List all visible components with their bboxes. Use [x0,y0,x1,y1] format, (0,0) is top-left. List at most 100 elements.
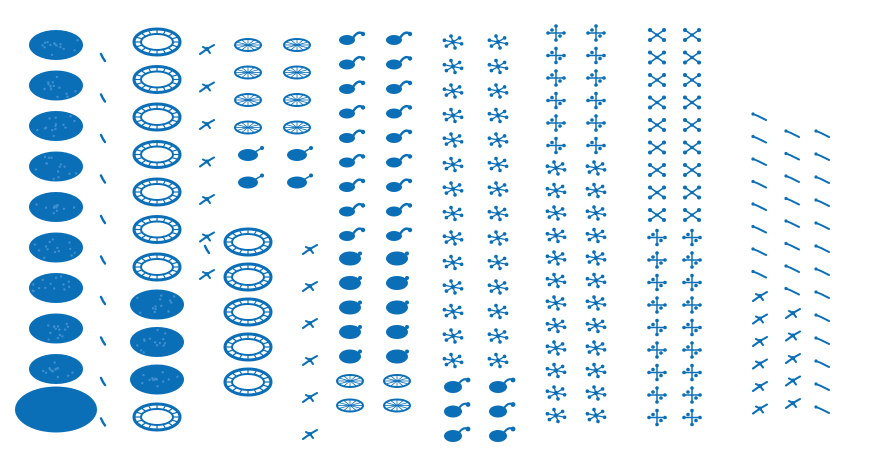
graph-thumbnail-star [442,156,464,173]
graph-thumbnail-star [545,272,567,289]
graph-thumbnail-dash [814,313,830,322]
graph-thumbnail-swirl [339,178,366,192]
graph-thumbnail-dash [751,157,767,166]
graph-thumbnail-bow [648,185,666,200]
graph-thumbnail-cross [682,341,702,359]
graph-thumbnail-swirl [339,31,366,45]
graph-thumbnail-swirl [339,153,366,168]
graph-thumbnail-cross [586,24,606,42]
graph-thumbnail-dash [751,179,767,189]
graph-thumbnail-cross [647,251,667,269]
graph-thumbnail-cross [647,273,667,292]
graph-thumbnail-star [487,132,509,148]
graph-thumbnail-star [545,205,567,221]
graph-thumbnail-bow [683,73,701,87]
graph-thumbnail-dash [784,241,800,251]
graph-thumbnail-ring [132,252,182,282]
graph-thumbnail-star [545,317,567,334]
graph-thumbnail-cross [586,136,606,155]
graph-thumbnail-ring-small [234,93,262,107]
graph-thumbnail-fly [785,330,801,342]
graph-thumbnail-star [585,295,607,311]
graph-thumbnail-blob [29,70,83,101]
graph-thumbnail-bow [683,50,701,65]
graph-thumbnail-dot-tail [287,146,313,161]
graph-thumbnail-fly [785,375,801,387]
graph-thumbnail-cross [647,228,667,247]
graph-thumbnail-dash [814,244,830,253]
graph-thumbnail-star [545,182,567,199]
graph-thumbnail-blob-tail [489,377,516,393]
graph-thumbnail-cross [546,114,566,132]
graph-thumbnail-blob [130,364,184,395]
graph-thumbnail-dash [814,175,830,184]
graph-thumbnail-star [487,205,509,222]
graph-thumbnail-star [442,352,464,369]
graph-thumbnail-blob-small [339,300,362,315]
graph-thumbnail-star [585,385,607,401]
graph-thumbnail-ring [223,262,273,292]
graph-thumbnail-dash [784,174,800,183]
graph-thumbnail-tick [99,174,107,184]
graph-thumbnail-cross [546,69,566,87]
graph-thumbnail-cross [647,408,667,427]
graph-thumbnail-star [487,328,509,344]
graph-thumbnail-ring [132,65,182,94]
graph-thumbnail-star [545,340,567,356]
graph-thumbnail-star [585,205,607,221]
graph-thumbnail-swirl [339,202,366,217]
graph-thumbnail-star [442,132,464,148]
graph-thumbnail-dash [814,267,830,276]
graph-thumbnail-swirl [339,104,366,119]
graph-thumbnail-tick [99,417,107,427]
graph-thumbnail-fly [199,81,215,93]
graph-thumbnail-star [442,83,464,99]
graph-thumbnail-cross [586,114,606,132]
graph-thumbnail-tick [99,93,107,103]
graph-thumbnail-cross [647,318,667,337]
graph-thumbnail-blob-tail [489,426,516,442]
graph-thumbnail-ring-small [336,398,364,413]
graph-thumbnail-fly [302,392,318,403]
graph-thumbnail-bow [683,95,701,110]
graph-thumbnail-star [545,295,567,311]
graph-thumbnail-dash [814,290,830,299]
graph-thumbnail-tick [99,214,107,225]
graph-thumbnail-dash [751,224,767,234]
graph-thumbnail-star [545,250,567,266]
graph-thumbnail-ring-small [383,398,411,413]
graph-thumbnail-fly [199,119,215,130]
graph-thumbnail-ring [132,177,182,207]
graph-thumbnail-blob-small [339,251,362,266]
graph-thumbnail-tick [99,376,107,387]
graph-thumbnail-star [545,362,567,379]
graph-thumbnail-swirl [339,227,366,241]
graph-thumbnail-dash [751,112,767,121]
graph-thumbnail-star [442,107,464,124]
graph-thumbnail-fly [785,308,801,319]
graph-thumbnail-fly [785,398,801,409]
graph-thumbnail-dash [751,134,767,144]
graph-thumbnail-dash [814,198,830,207]
graph-thumbnail-blob [29,192,83,222]
graph-thumbnail-star [442,230,464,246]
graph-thumbnail-bow [683,140,701,155]
graph-thumbnail-cross [586,91,606,110]
graph-thumbnail-swirl [339,129,366,143]
graph-thumbnail-star [545,385,567,401]
graph-thumbnail-cross [546,136,566,155]
graph-thumbnail-bow [648,118,666,132]
graph-thumbnail-fly [302,281,318,292]
graph-thumbnail-ring [132,140,182,169]
graph-thumbnail-tick [99,133,107,144]
graph-thumbnail-cross [682,296,702,314]
graph-thumbnail-fly [752,313,768,325]
graph-thumbnail-star [442,254,464,271]
graph-thumbnail-cross [647,341,667,359]
graph-thumbnail-star [487,303,509,320]
graph-thumbnail-cross [546,46,566,65]
graph-thumbnail-star [487,254,509,271]
graph-thumbnail-blob [29,354,83,384]
graph-thumbnail-cross [682,386,702,404]
